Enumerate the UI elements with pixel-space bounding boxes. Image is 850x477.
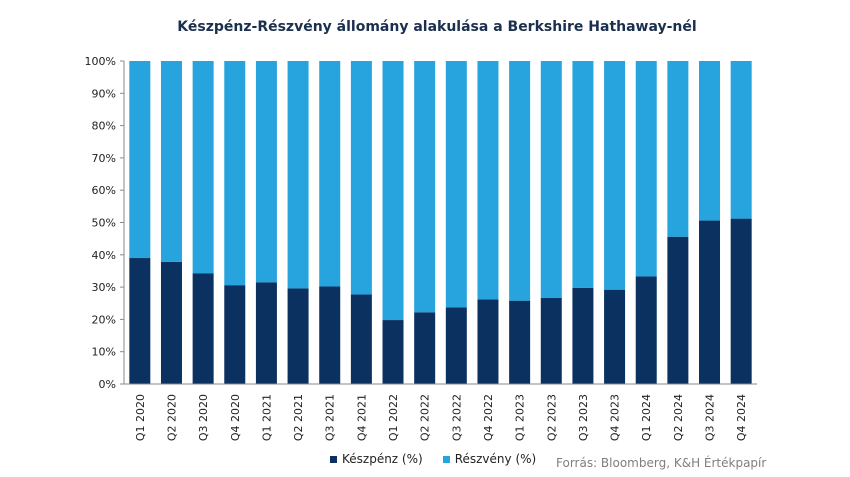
bar-cash bbox=[445, 307, 467, 384]
bar-stocks bbox=[635, 61, 657, 277]
y-tick-label: 90% bbox=[92, 87, 116, 100]
y-tick-label: 70% bbox=[92, 152, 116, 165]
bar-cash bbox=[604, 289, 626, 384]
bar-cash bbox=[350, 294, 372, 384]
bar-cash bbox=[382, 320, 404, 384]
x-tick-label: Q2 2022 bbox=[419, 394, 432, 441]
x-tick-label: Q2 2021 bbox=[292, 394, 305, 441]
bar-stocks bbox=[730, 61, 752, 219]
x-tick-label: Q4 2023 bbox=[609, 394, 622, 441]
bar-stocks bbox=[160, 61, 182, 262]
bar-cash bbox=[287, 288, 309, 384]
bar-stocks bbox=[319, 61, 341, 287]
bar-stocks bbox=[667, 61, 689, 237]
legend-label-cash: Készpénz (%) bbox=[342, 452, 423, 466]
x-tick-label: Q1 2020 bbox=[134, 394, 147, 441]
bar-cash bbox=[129, 258, 151, 384]
y-tick-label: 60% bbox=[92, 184, 116, 197]
bar-stocks bbox=[540, 61, 562, 298]
x-tick-label: Q2 2020 bbox=[166, 394, 179, 441]
bar-stocks bbox=[604, 61, 626, 290]
source-note: Forrás: Bloomberg, K&H Értékpapír bbox=[556, 456, 767, 470]
x-tick-label: Q2 2023 bbox=[545, 394, 558, 441]
x-tick-label: Q4 2022 bbox=[482, 394, 495, 441]
x-tick-label: Q4 2024 bbox=[735, 394, 748, 441]
bar-cash bbox=[255, 282, 277, 384]
bar-stocks bbox=[509, 61, 531, 301]
y-tick-label: 50% bbox=[92, 217, 116, 230]
bar-cash bbox=[319, 286, 341, 384]
bar-cash bbox=[572, 287, 594, 384]
bar-cash bbox=[667, 236, 689, 384]
bar-stocks bbox=[192, 61, 214, 274]
bar-stocks bbox=[255, 61, 277, 283]
x-tick-label: Q3 2024 bbox=[704, 394, 717, 441]
bar-stocks bbox=[350, 61, 372, 295]
x-tick-label: Q4 2021 bbox=[355, 394, 368, 441]
x-tick-label: Q1 2022 bbox=[387, 394, 400, 441]
bar-stocks bbox=[414, 61, 436, 313]
x-tick-label: Q3 2022 bbox=[450, 394, 463, 441]
bar-stocks bbox=[445, 61, 467, 308]
bar-cash bbox=[160, 261, 182, 384]
y-tick-label: 20% bbox=[92, 313, 116, 326]
x-tick-label: Q2 2024 bbox=[672, 394, 685, 441]
y-tick-label: 10% bbox=[92, 346, 116, 359]
chart-title: Készpénz-Részvény állomány alakulása a B… bbox=[177, 19, 697, 35]
legend-item-stocks: Részvény (%) bbox=[442, 452, 537, 466]
bar-cash bbox=[477, 299, 499, 384]
x-tick-label: Q3 2021 bbox=[324, 394, 337, 441]
bar-cash bbox=[730, 218, 752, 384]
x-tick-label: Q3 2023 bbox=[577, 394, 590, 441]
y-tick-label: 100% bbox=[85, 55, 116, 68]
legend-label-stocks: Részvény (%) bbox=[454, 452, 537, 466]
bar-stocks bbox=[382, 61, 404, 321]
bar-cash bbox=[224, 285, 246, 384]
bar-cash bbox=[414, 312, 436, 384]
x-tick-label: Q1 2023 bbox=[514, 394, 527, 441]
y-tick-label: 0% bbox=[99, 378, 116, 391]
legend-swatch-cash bbox=[330, 455, 337, 463]
y-tick-label: 80% bbox=[92, 120, 116, 133]
y-tick-label: 40% bbox=[92, 249, 116, 262]
bar-stocks bbox=[477, 61, 499, 300]
y-tick-label: 30% bbox=[92, 281, 116, 294]
x-tick-label: Q1 2021 bbox=[260, 394, 273, 441]
bar-stocks bbox=[129, 61, 151, 259]
legend-swatch-stocks bbox=[442, 455, 450, 463]
bar-cash bbox=[509, 300, 531, 384]
bar-stocks bbox=[287, 61, 309, 289]
x-tick-label: Q3 2020 bbox=[197, 394, 210, 441]
legend: Készpénz (%) Részvény (%) bbox=[330, 452, 556, 466]
legend-item-cash: Készpénz (%) bbox=[330, 452, 423, 466]
bar-stocks bbox=[224, 61, 246, 286]
bar-cash bbox=[635, 276, 657, 384]
x-tick-label: Q1 2024 bbox=[640, 394, 653, 441]
bar-stocks bbox=[699, 61, 721, 221]
bar-stocks bbox=[572, 61, 594, 288]
x-tick-label: Q4 2020 bbox=[229, 394, 242, 441]
bar-cash bbox=[699, 220, 721, 384]
bar-cash bbox=[540, 297, 562, 384]
bar-cash bbox=[192, 273, 214, 384]
